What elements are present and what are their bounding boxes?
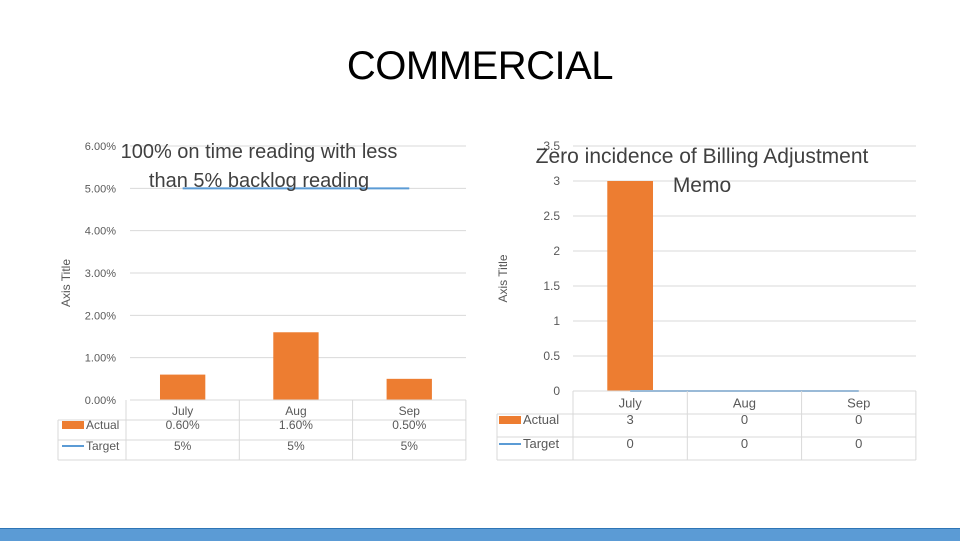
data-label: 5%: [174, 439, 192, 453]
legend-label: Actual: [523, 412, 559, 427]
data-label: 0: [741, 436, 748, 451]
y-tick-label: 5.00%: [85, 183, 116, 195]
y-tick-label: 1: [553, 314, 560, 328]
chart-2: 0 0.5 1 1.5 2 2.5 3 3.5 Axis Title July Aug Sep Actu…: [496, 139, 917, 461]
bar-actual: [607, 181, 654, 391]
y-tick-label: 2.5: [543, 209, 560, 223]
slide-title: COMMERCIAL: [346, 44, 614, 88]
chart-title: than 5% backlog reading: [149, 170, 369, 192]
data-label: 0.60%: [166, 418, 200, 432]
x-category-label: July: [172, 404, 193, 418]
legend-label: Target: [523, 436, 560, 451]
y-tick-label: 2: [553, 244, 560, 258]
bar-actual: [386, 378, 432, 400]
y-tick-label: 3.00%: [85, 268, 116, 280]
x-category-label: Sep: [847, 396, 870, 411]
y-tick-label: 6.00%: [85, 141, 116, 153]
y-axis-title: Axis Title: [59, 259, 73, 307]
chart-title: Memo: [673, 174, 731, 197]
data-label: 0: [855, 436, 862, 451]
legend-swatch-actual: [499, 416, 521, 424]
y-tick-label: 0: [553, 384, 560, 398]
legend-label: Target: [86, 439, 120, 453]
chart-1: 0.00% 1.00% 2.00% 3.00% 4.00% 5.00% 6.00% Axis …: [57, 141, 467, 461]
footer-bar: [0, 528, 960, 541]
y-tick-label: 0.00%: [85, 395, 116, 407]
data-label: 1.60%: [279, 418, 313, 432]
data-label: 0: [855, 412, 862, 427]
y-tick-label: 3.5: [543, 139, 560, 153]
y-axis-title: Axis Title: [496, 254, 510, 302]
y-tick-label: 0.5: [543, 349, 560, 363]
bar-actual: [159, 374, 206, 400]
data-label: 5%: [401, 439, 419, 453]
chart-title: Zero incidence of Billing Adjustment: [536, 145, 869, 168]
x-category-label: Sep: [399, 404, 421, 418]
chart-title: 100% on time reading with less: [121, 141, 398, 163]
data-label: 3: [627, 412, 634, 427]
y-tick-label: 3: [553, 174, 560, 188]
legend-swatch-actual: [62, 421, 84, 429]
legend-label: Actual: [86, 418, 119, 432]
y-tick-label: 1.00%: [85, 353, 116, 365]
data-label: 0: [627, 436, 634, 451]
x-category-label: Aug: [733, 396, 756, 411]
bar-actual: [273, 332, 319, 400]
y-tick-label: 4.00%: [85, 226, 116, 238]
x-category-label: July: [619, 396, 643, 411]
data-label: 5%: [287, 439, 305, 453]
data-label: 0: [741, 412, 748, 427]
data-label: 0.50%: [392, 418, 426, 432]
y-tick-label: 2.00%: [85, 310, 116, 322]
x-category-label: Aug: [285, 404, 306, 418]
y-tick-label: 1.5: [543, 279, 560, 293]
